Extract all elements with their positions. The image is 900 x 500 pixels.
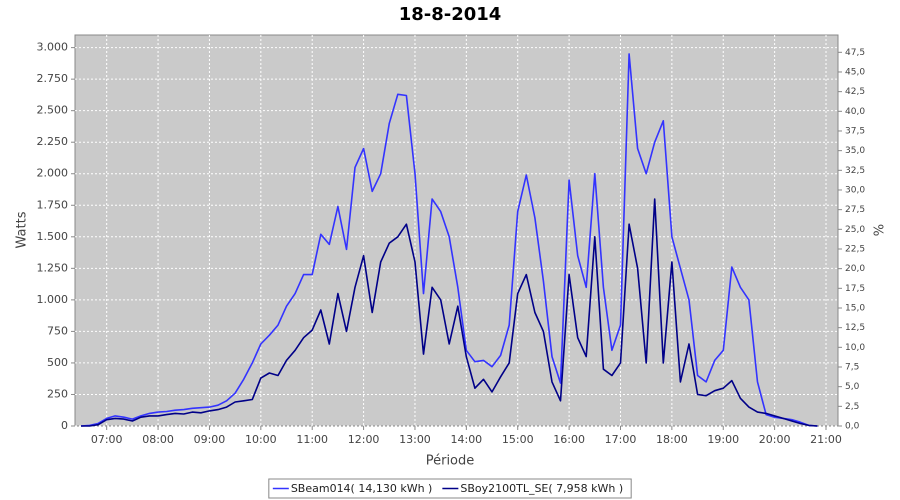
y2-tick-label: 10,0: [845, 343, 865, 353]
x-tick-label: 11:00: [296, 433, 328, 446]
legend: SBeam014( 14,130 kWh ) SBoy2100TL_SE( 7,9…: [268, 478, 632, 499]
x-tick-label: 08:00: [142, 433, 174, 446]
y2-tick-label: 45,0: [845, 67, 865, 77]
y2-tick-label: 2,5: [845, 402, 859, 412]
y2-tick-label: 0,0: [845, 422, 860, 432]
y2-tick-label: 32,5: [845, 166, 865, 176]
y-tick-label: 1.000: [37, 293, 69, 306]
x-axis-label: Période: [426, 454, 475, 469]
x-tick-label: 12:00: [348, 433, 380, 446]
y2-tick-label: 17,5: [845, 284, 865, 294]
x-tick-label: 20:00: [759, 433, 791, 446]
y2-tick-label: 30,0: [845, 185, 865, 195]
series-line: [81, 198, 818, 427]
y2-tick-label: 47,5: [845, 48, 865, 58]
x-tick-label: 07:00: [91, 433, 123, 446]
y-tick-label: 0: [61, 419, 68, 432]
x-tick-label: 16:00: [553, 433, 585, 446]
y-axis-label: Watts: [15, 211, 30, 248]
x-tick-label: 18:00: [656, 433, 688, 446]
y2-tick-label: 27,5: [845, 205, 865, 215]
y2-tick-label: 37,5: [845, 126, 865, 136]
y2-tick-label: 20,0: [845, 264, 865, 274]
y2-tick-label: 7,5: [845, 362, 859, 372]
y2-tick-label: 12,5: [845, 323, 865, 333]
x-tick-label: 14:00: [450, 433, 482, 446]
y-tick-label: 2.250: [37, 135, 69, 148]
y2-axis-label: %: [873, 224, 888, 236]
x-tick-label: 10:00: [245, 433, 277, 446]
x-tick-label: 19:00: [707, 433, 739, 446]
chart-title: 18-8-2014: [399, 4, 502, 25]
y2-tick-label: 15,0: [845, 303, 865, 313]
y-tick-label: 250: [47, 387, 68, 400]
y-tick-label: 500: [47, 356, 68, 369]
legend-label: SBeam014( 14,130 kWh ): [291, 482, 433, 495]
y-tick-label: 1.750: [37, 198, 69, 211]
y2-tick-label: 35,0: [845, 146, 865, 156]
plot-background: [74, 34, 839, 427]
x-tick-label: 13:00: [399, 433, 431, 446]
y2-tick-label: 42,5: [845, 87, 865, 97]
x-tick-label: 15:00: [502, 433, 534, 446]
x-tick-label: 17:00: [605, 433, 637, 446]
y-tick-label: 2.000: [37, 167, 69, 180]
y-tick-label: 2.500: [37, 104, 69, 117]
y2-tick-label: 5,0: [845, 382, 860, 392]
y-tick-label: 3.000: [37, 41, 69, 54]
y-tick-label: 1.500: [37, 230, 69, 243]
series-line: [80, 53, 818, 427]
x-tick-label: 09:00: [194, 433, 226, 446]
y2-tick-label: 40,0: [845, 107, 865, 117]
y2-tick-label: 25,0: [845, 225, 865, 235]
legend-label: SBoy2100TL_SE( 7,958 kWh ): [460, 482, 623, 495]
y2-tick-label: 22,5: [845, 244, 865, 254]
x-tick-label: 21:00: [810, 433, 842, 446]
y-tick-label: 2.750: [37, 72, 69, 85]
y-tick-label: 750: [47, 324, 68, 337]
y-tick-label: 1.250: [37, 261, 69, 274]
